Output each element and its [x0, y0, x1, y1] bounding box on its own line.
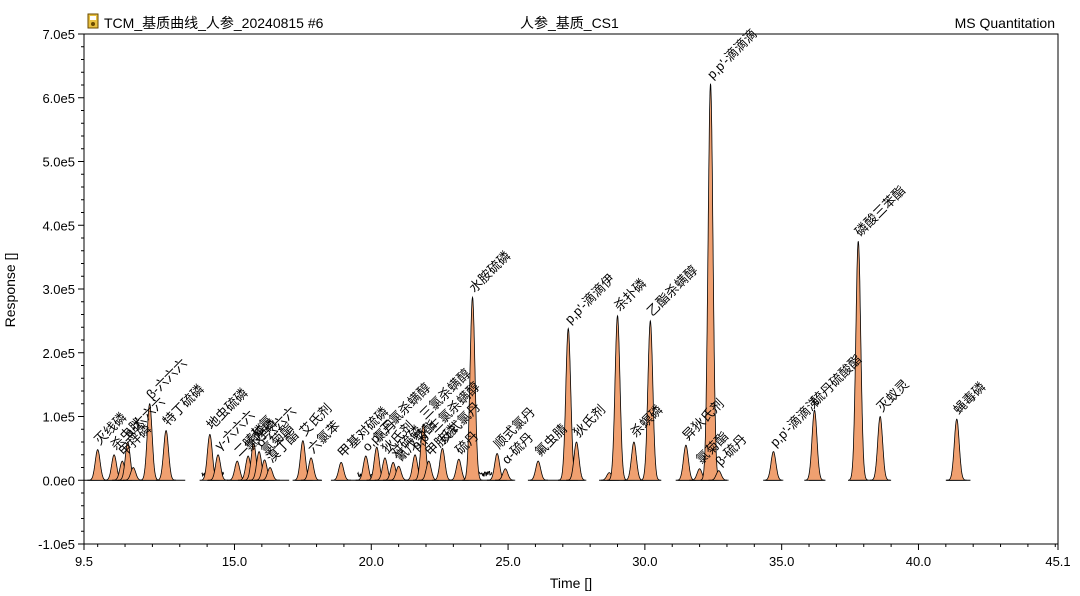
peak-33	[566, 441, 587, 481]
peak-label: p,p'-滴滴伊	[562, 271, 618, 327]
peak-40	[700, 83, 721, 481]
peak-45	[869, 415, 891, 481]
x-tick-label: 45.1	[1045, 554, 1070, 569]
x-tick-label: 30.0	[632, 554, 657, 569]
x-axis-ticks: 9.5 15.0 20.0 25.0 30.0 35.0 40.0 45.1	[75, 544, 1071, 569]
x-tick-label: 35.0	[769, 554, 794, 569]
y-tick-label: 7.0e5	[42, 27, 75, 42]
peak-26	[432, 447, 453, 481]
peak-8	[207, 454, 228, 481]
peak-6	[155, 429, 176, 481]
y-tick-label: 1.0e5	[42, 410, 75, 425]
peak-17	[330, 461, 352, 481]
y-tick-label: 2.0e5	[42, 346, 75, 361]
peak-28	[462, 295, 483, 481]
x-tick-label: 20.0	[359, 554, 384, 569]
peak-43	[804, 409, 825, 481]
peak-16	[300, 457, 321, 481]
peak-label: 乙酯杀螨醇	[644, 262, 701, 319]
peak-labels: 灭线磷杀虫脒甲拌磷a-六六六β-六六六特丁硫磷地虫硫磷γ-六六六二嗪磷氯唑磷七氯…	[91, 26, 988, 469]
peak-38	[675, 444, 696, 481]
header-title-left: TCM_基质曲线_人参_20240815 #6	[104, 15, 324, 31]
x-axis-label: Time []	[550, 575, 592, 591]
peak-0	[87, 449, 108, 481]
peak-31	[527, 460, 549, 481]
x-tick-label: 15.0	[222, 554, 247, 569]
y-tick-label: 4.0e5	[42, 218, 75, 233]
peak-label: 狄氏剂	[570, 402, 608, 440]
peak-label: 灭蚁灵	[874, 376, 912, 414]
header-title-center: 人参_基质_CS1	[520, 15, 619, 31]
peak-44	[848, 241, 869, 481]
peak-37	[640, 319, 661, 481]
peak-41	[708, 470, 729, 481]
peak-label: 磷酸三苯酯	[852, 183, 909, 240]
peak-label: 水胺硫磷	[466, 248, 513, 295]
header-title-right: MS Quantitation	[955, 15, 1055, 31]
y-tick-label: 5.0e5	[42, 155, 75, 170]
peak-14	[259, 467, 280, 481]
peak-42	[763, 451, 784, 481]
peaks-layer	[87, 83, 967, 481]
y-tick-label: -1.0e5	[38, 537, 75, 552]
x-tick-label: 40.0	[906, 554, 931, 569]
peak-label: 蝇毒磷	[950, 379, 988, 417]
background-trace	[477, 470, 493, 477]
y-tick-label: 6.0e5	[42, 91, 75, 106]
x-tick-label: 9.5	[75, 554, 93, 569]
y-tick-label: 0.0e0	[42, 473, 75, 488]
peak-30	[495, 468, 516, 481]
peak-5	[139, 403, 160, 481]
peak-36	[623, 441, 644, 481]
app-icon	[87, 13, 99, 29]
peak-46	[946, 418, 967, 481]
y-axis-label: Response []	[2, 253, 18, 328]
peak-35	[607, 314, 628, 481]
y-tick-label: 3.0e5	[42, 282, 75, 297]
x-tick-label: 25.0	[495, 554, 520, 569]
y-axis-ticks: -1.0e5 0.0e0 1.0e5 2.0e5 3.0e5 4.0e5 5.0e5 6.0e…	[38, 27, 84, 552]
